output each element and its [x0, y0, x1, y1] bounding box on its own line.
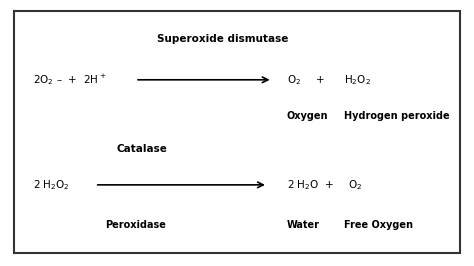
- Text: 2O$_2$ –  +  2H$^+$: 2O$_2$ – + 2H$^+$: [33, 72, 107, 87]
- Text: 2 H$_2$O$_2$: 2 H$_2$O$_2$: [33, 178, 70, 192]
- Text: Oxygen: Oxygen: [287, 111, 328, 121]
- Text: +: +: [316, 75, 324, 85]
- Text: Free Oxygen: Free Oxygen: [344, 220, 413, 230]
- Text: Peroxidase: Peroxidase: [105, 220, 165, 230]
- Text: O$_2$: O$_2$: [287, 73, 301, 87]
- Text: 2 H$_2$O: 2 H$_2$O: [287, 178, 319, 192]
- Text: H$_2$O$_2$: H$_2$O$_2$: [344, 73, 371, 87]
- Text: Hydrogen peroxide: Hydrogen peroxide: [344, 111, 449, 121]
- Text: Water: Water: [287, 220, 320, 230]
- Text: Superoxide dismutase: Superoxide dismutase: [157, 34, 289, 44]
- Text: Catalase: Catalase: [117, 144, 168, 154]
- Text: O$_2$: O$_2$: [348, 178, 363, 192]
- Text: +: +: [325, 180, 334, 190]
